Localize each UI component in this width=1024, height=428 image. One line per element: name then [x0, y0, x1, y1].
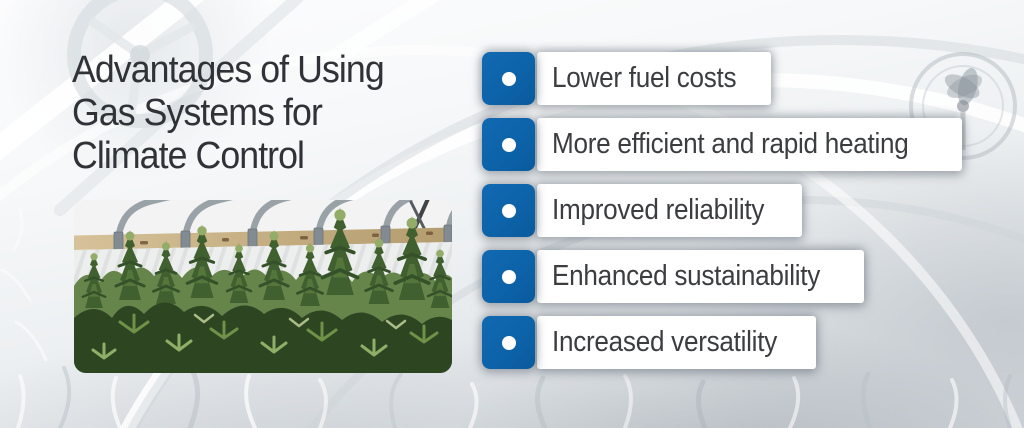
- page-title: Advantages of Using Gas Systems for Clim…: [72, 49, 385, 178]
- bullet-dot-icon: [501, 137, 516, 152]
- bullet-dot-icon: [501, 335, 516, 350]
- advantage-pill: Increased versatility: [537, 316, 816, 369]
- leaf-highlights: [91, 313, 439, 360]
- bullet-square: [482, 184, 535, 237]
- advantage-pill: Lower fuel costs: [537, 52, 771, 105]
- advantage-label: Increased versatility: [552, 326, 777, 358]
- greenhouse-photo: [74, 200, 452, 373]
- advantage-row: Increased versatility: [482, 316, 962, 369]
- faded-foliage-texture: [0, 208, 1012, 428]
- advantage-row: Enhanced sustainability: [482, 250, 962, 303]
- advantages-list: Lower fuel costs More efficient and rapi…: [482, 52, 963, 369]
- page-title-line: Climate Control: [72, 135, 305, 177]
- advantage-pill: Improved reliability: [537, 184, 802, 237]
- greenhouse-photo-art: [74, 200, 452, 373]
- advantage-label: Lower fuel costs: [552, 62, 737, 94]
- advantage-label: Improved reliability: [552, 194, 765, 226]
- advantage-row: Lower fuel costs: [482, 52, 962, 105]
- advantage-label: More efficient and rapid heating: [552, 128, 909, 160]
- advantage-row: More efficient and rapid heating: [482, 118, 963, 171]
- page-title-line: Gas Systems for: [72, 92, 323, 134]
- bullet-square: [482, 118, 535, 171]
- bullet-dot-icon: [501, 203, 516, 218]
- advantage-pill: More efficient and rapid heating: [537, 118, 963, 171]
- page-title-line: Advantages of Using: [72, 49, 385, 91]
- advantage-pill: Enhanced sustainability: [537, 250, 864, 303]
- plant-canopy-front: [74, 302, 452, 373]
- bullet-dot-icon: [501, 71, 516, 86]
- bullet-dot-icon: [501, 269, 516, 284]
- fan-silhouette-left: [67, 0, 213, 128]
- advantage-label: Enhanced sustainability: [552, 260, 821, 292]
- fan-silhouette-right: [909, 52, 1017, 160]
- advantage-row: Improved reliability: [482, 184, 962, 237]
- bullet-square: [482, 316, 535, 369]
- bullet-square: [482, 250, 535, 303]
- bullet-square: [482, 52, 535, 105]
